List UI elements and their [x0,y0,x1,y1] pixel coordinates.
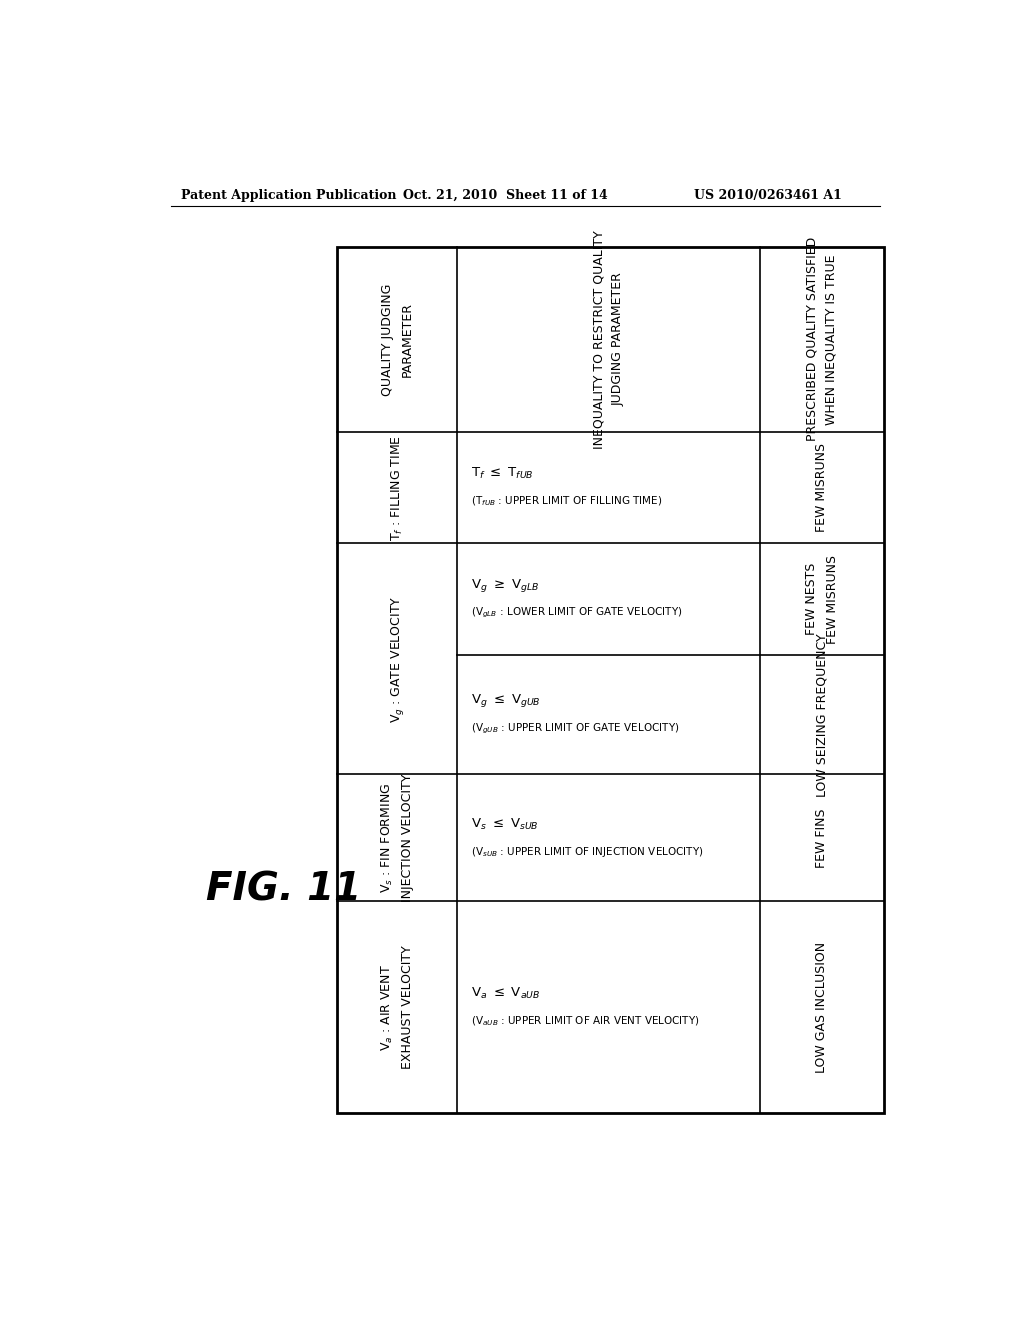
Text: V$_g$ $\geq$ V$_{gLB}$: V$_g$ $\geq$ V$_{gLB}$ [471,577,540,594]
Text: (T$_{fUB}$ : UPPER LIMIT OF FILLING TIME): (T$_{fUB}$ : UPPER LIMIT OF FILLING TIME… [471,495,663,508]
Text: V$_a$ $\leq$ V$_{aUB}$: V$_a$ $\leq$ V$_{aUB}$ [471,986,541,1001]
Text: FEW FINS: FEW FINS [815,808,828,867]
Text: Oct. 21, 2010  Sheet 11 of 14: Oct. 21, 2010 Sheet 11 of 14 [403,189,608,202]
Text: V$_s$ $\leq$ V$_{sUB}$: V$_s$ $\leq$ V$_{sUB}$ [471,817,539,832]
Text: V$_g$ : GATE VELOCITY: V$_g$ : GATE VELOCITY [389,595,406,722]
Text: INEQUALITY TO RESTRICT QUALITY
JUDGING PARAMETER: INEQUALITY TO RESTRICT QUALITY JUDGING P… [593,230,625,449]
Text: FIG. 11: FIG. 11 [206,871,360,909]
Text: US 2010/0263461 A1: US 2010/0263461 A1 [693,189,842,202]
Text: FEW NESTS
FEW MISRUNS: FEW NESTS FEW MISRUNS [805,554,839,644]
Text: Patent Application Publication: Patent Application Publication [180,189,396,202]
Text: (V$_{sUB}$ : UPPER LIMIT OF INJECTION VELOCITY): (V$_{sUB}$ : UPPER LIMIT OF INJECTION VE… [471,845,705,859]
Text: T$_f$ $\leq$ T$_{fUB}$: T$_f$ $\leq$ T$_{fUB}$ [471,466,534,482]
Text: V$_a$ : AIR VENT
EXHAUST VELOCITY: V$_a$ : AIR VENT EXHAUST VELOCITY [380,945,415,1069]
Text: T$_f$ : FILLING TIME: T$_f$ : FILLING TIME [390,434,404,541]
Text: (V$_{gUB}$ : UPPER LIMIT OF GATE VELOCITY): (V$_{gUB}$ : UPPER LIMIT OF GATE VELOCIT… [471,722,680,735]
Text: (V$_{aUB}$ : UPPER LIMIT OF AIR VENT VELOCITY): (V$_{aUB}$ : UPPER LIMIT OF AIR VENT VEL… [471,1014,700,1028]
Text: FEW MISRUNS: FEW MISRUNS [815,444,828,532]
Text: PRESCRIBED QUALITY SATISFIED
WHEN INEQUALITY IS TRUE: PRESCRIBED QUALITY SATISFIED WHEN INEQUA… [806,238,838,441]
Text: V$_s$ : FIN FORMING
INJECTION VELOCITY: V$_s$ : FIN FORMING INJECTION VELOCITY [380,774,415,902]
Text: (V$_{gLB}$ : LOWER LIMIT OF GATE VELOCITY): (V$_{gLB}$ : LOWER LIMIT OF GATE VELOCIT… [471,606,683,620]
Text: V$_g$ $\leq$ V$_{gUB}$: V$_g$ $\leq$ V$_{gUB}$ [471,693,541,709]
Text: LOW GAS INCLUSION: LOW GAS INCLUSION [815,941,828,1073]
Text: QUALITY JUDGING
PARAMETER: QUALITY JUDGING PARAMETER [381,284,414,396]
Text: LOW SEIZING FREQUENCY: LOW SEIZING FREQUENCY [815,632,828,796]
Bar [337,247,884,1113]
